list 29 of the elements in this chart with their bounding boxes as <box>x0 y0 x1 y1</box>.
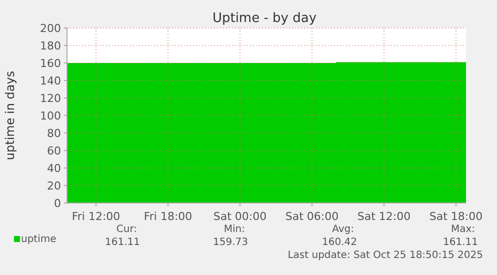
text: Min: <box>224 224 245 235</box>
y-tick-label: 80 <box>47 126 61 140</box>
y-tick-label: 160 <box>40 56 61 70</box>
text: 159.73 <box>213 237 248 248</box>
y-tick-label: 120 <box>40 92 61 105</box>
x-tick-label: Sat 18:00 <box>429 210 483 223</box>
y-tick-label: 100 <box>40 109 61 122</box>
text: Cur: <box>116 224 137 235</box>
x-tick-label: Fri 18:00 <box>144 210 192 223</box>
y-tick-label: 200 <box>40 22 61 35</box>
y-tick-label: 0 <box>54 196 61 210</box>
y-tick-label: 40 <box>47 162 61 175</box>
x-tick-label: Sat 06:00 <box>285 210 339 223</box>
text: 161.11 <box>443 237 478 248</box>
text: Avg: <box>332 224 354 235</box>
y-axis-title: uptime in days <box>3 70 17 160</box>
text: 160.42 <box>322 237 357 248</box>
y-tick-label: 140 <box>40 74 61 88</box>
text: Max: <box>450 224 475 235</box>
y-tick-label: 60 <box>47 144 61 158</box>
y-tick-label: 180 <box>40 39 61 52</box>
text: 161.11 <box>105 237 140 248</box>
x-tick-label: Sat 12:00 <box>357 210 411 223</box>
text: Last update: Sat Oct 25 18:50:15 2025 <box>288 250 483 261</box>
legend-label: uptime <box>21 234 56 245</box>
x-tick-label: Sat 00:00 <box>213 210 267 223</box>
x-tick-label: Fri 12:00 <box>72 210 120 223</box>
y-tick-label: 20 <box>47 179 61 192</box>
chart-title: Uptime - by day <box>212 11 317 26</box>
